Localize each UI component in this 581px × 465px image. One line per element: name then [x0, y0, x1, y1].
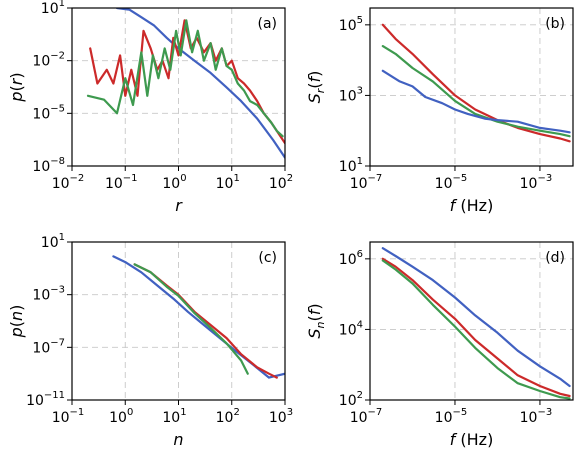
y-tick-label: 10−3	[32, 285, 65, 304]
series-line-red	[381, 257, 571, 398]
series-group	[112, 255, 285, 379]
y-tick-label: 10−5	[32, 103, 65, 122]
series-line-blue	[115, 8, 285, 159]
x-tick-label: 10−1	[105, 173, 138, 192]
x-tick-label: 10−3	[520, 407, 553, 426]
y-axis-label: p(n)	[7, 305, 26, 339]
y-tick-label: 101	[41, 232, 65, 251]
y-tick-label: 10−2	[32, 51, 65, 70]
x-tick-label: 10−7	[350, 173, 383, 192]
y-axis-label: Sn(f)	[305, 303, 327, 338]
series-group	[381, 247, 571, 400]
x-tick-label: 10−3	[520, 173, 553, 192]
y-tick-label: 101	[339, 156, 363, 175]
series-line-red	[89, 19, 285, 145]
series-group	[86, 8, 285, 159]
x-tick-label: 10−2	[52, 173, 85, 192]
x-tick-label: 10−1	[52, 407, 85, 426]
y-tick-label: 106	[339, 249, 363, 268]
x-tick-label: 101	[216, 173, 240, 192]
x-tick-label: 100	[162, 173, 186, 192]
y-tick-label: 102	[339, 390, 363, 409]
x-axis-label: f (Hz)	[450, 430, 494, 449]
axes-frame	[369, 241, 574, 401]
series-line-green	[86, 19, 284, 138]
x-tick-label: 101	[162, 407, 186, 426]
y-axis-label: p(r)	[7, 72, 26, 102]
panel-tag: (d)	[545, 250, 565, 266]
x-tick-label: 100	[109, 407, 133, 426]
series-line-blue	[381, 69, 571, 134]
series-line-green	[381, 259, 571, 400]
x-tick-label: 102	[216, 407, 240, 426]
x-axis-label: f (Hz)	[450, 196, 494, 215]
y-tick-label: 10−8	[32, 156, 65, 175]
x-tick-label: 10−5	[435, 407, 468, 426]
y-tick-label: 101	[41, 0, 65, 17]
axes-frame	[369, 7, 574, 167]
x-axis-label: n	[173, 430, 183, 449]
panel-tag: (a)	[257, 16, 277, 32]
panel-tag: (c)	[258, 250, 277, 266]
y-tick-label: 105	[339, 15, 363, 34]
x-tick-label: 10−5	[435, 173, 468, 192]
y-tick-label: 103	[339, 85, 363, 104]
series-group	[381, 23, 571, 143]
series-line-red	[381, 23, 571, 143]
y-tick-label: 10−11	[26, 390, 65, 409]
panel-a: 10−2 10−1 100 101 102 10−8 10−5 10−2 101 (a) r p(r)	[7, 0, 293, 215]
x-axis-label: r	[175, 196, 183, 215]
panel-tag: (b)	[545, 16, 565, 32]
series-line-red	[133, 263, 278, 379]
panel-c: 10−1 100 101 102 103 10−11 10−7 10−3 101 (c) n p(n)	[7, 232, 293, 449]
series-line-green	[381, 45, 571, 138]
panel-b: 10−7 10−5 10−3 101 103 105 (b) f (Hz) Sr(f)	[305, 7, 574, 215]
series-line-blue	[381, 247, 571, 388]
y-tick-label: 10−7	[32, 337, 65, 356]
x-tick-label: 10−7	[350, 407, 383, 426]
panel-d: 10−7 10−5 10−3 102 104 106 (d) f (Hz) Sn(f)	[305, 241, 574, 449]
x-tick-label: 103	[269, 407, 293, 426]
x-tick-label: 102	[269, 173, 293, 192]
y-axis-label: Sr(f)	[305, 71, 327, 104]
series-line-green	[133, 263, 249, 375]
y-tick-label: 104	[339, 319, 363, 338]
